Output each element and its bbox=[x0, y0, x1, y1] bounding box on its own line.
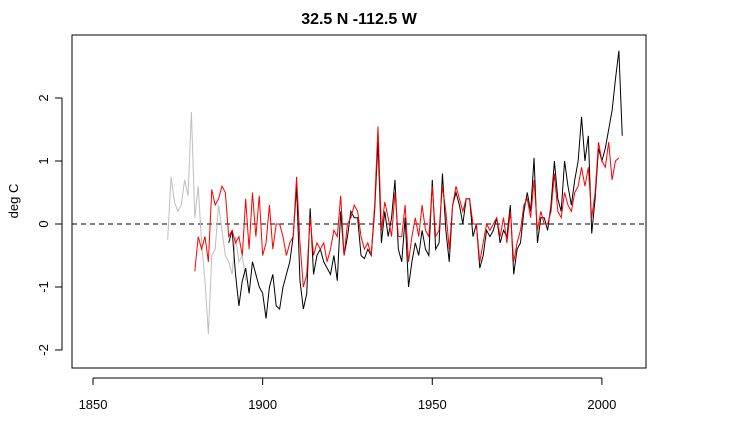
series-line bbox=[194, 126, 620, 288]
series-line bbox=[228, 50, 623, 319]
y-axis-label: deg C bbox=[6, 184, 21, 219]
x-tick-label: 1950 bbox=[418, 397, 447, 412]
y-tick-label: 1 bbox=[36, 157, 51, 164]
series-line bbox=[167, 111, 247, 335]
y-tick-label: -2 bbox=[36, 344, 51, 356]
chart-title: 32.5 N -112.5 W bbox=[301, 11, 418, 28]
y-tick-label: 0 bbox=[36, 220, 51, 227]
x-tick-label: 1900 bbox=[248, 397, 277, 412]
x-tick-label: 2000 bbox=[587, 397, 616, 412]
y-tick-label: 2 bbox=[36, 94, 51, 101]
y-tick-label: -1 bbox=[36, 281, 51, 293]
x-tick-label: 1850 bbox=[79, 397, 108, 412]
plot-frame bbox=[71, 34, 647, 369]
